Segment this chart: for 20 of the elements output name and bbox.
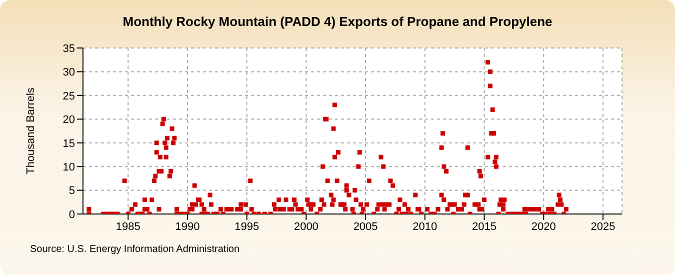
y-tick-label: 35 [62, 42, 75, 55]
y-tick-label: 15 [62, 138, 75, 150]
chart-title: Monthly Rocky Mountain (PADD 4) Exports of Propane and Propylene [122, 14, 554, 29]
y-tick-label: 30 [62, 66, 75, 79]
x-tick-label: 2005 [353, 220, 378, 233]
y-tick-label: 0 [68, 208, 75, 221]
x-tick-label: 2015 [472, 220, 497, 233]
y-axis-title: Thousand Barrels [24, 87, 37, 174]
x-tick-label: 1995 [234, 220, 260, 233]
x-tick-label: 2020 [531, 220, 556, 233]
x-tick-label: 1985 [116, 220, 140, 233]
y-tick-label: 20 [62, 114, 75, 126]
x-tick-label: 2010 [412, 220, 438, 233]
x-tick-label: 2025 [590, 220, 616, 233]
y-tick-label: 25 [62, 90, 75, 102]
x-tick-label: 2000 [294, 220, 318, 233]
source-note: Source: U.S. Energy Information Administration [30, 244, 240, 255]
y-tick-label: 5 [68, 185, 75, 198]
x-tick-label: 1990 [175, 220, 200, 233]
y-tick-label: 10 [62, 161, 75, 174]
